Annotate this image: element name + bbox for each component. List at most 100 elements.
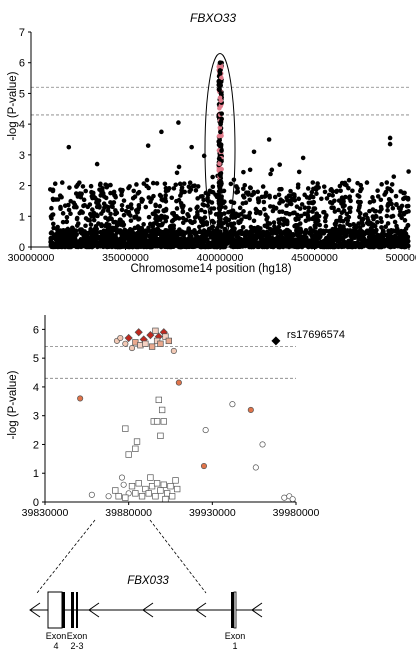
data-point xyxy=(364,180,370,185)
exon-4-box-dark xyxy=(62,592,65,628)
data-point xyxy=(200,202,206,207)
data-point xyxy=(302,241,307,246)
data-point xyxy=(341,224,346,229)
snp-point xyxy=(120,481,127,488)
data-point xyxy=(194,205,199,211)
snp-point xyxy=(122,425,129,432)
data-point xyxy=(327,235,332,240)
data-point xyxy=(255,189,261,195)
data-point xyxy=(398,234,404,240)
data-point xyxy=(57,229,63,235)
snp-point xyxy=(122,340,129,347)
data-point xyxy=(130,195,136,201)
data-point xyxy=(370,195,375,200)
data-point xyxy=(99,211,104,216)
data-point xyxy=(155,228,160,233)
data-point xyxy=(387,141,393,147)
data-point xyxy=(347,206,352,211)
exon-3-box xyxy=(76,592,78,628)
data-point xyxy=(52,181,58,187)
data-point xyxy=(123,228,129,234)
snp-point xyxy=(145,490,152,497)
data-point xyxy=(94,161,100,167)
data-point xyxy=(122,242,128,248)
data-point xyxy=(216,78,222,84)
data-point xyxy=(390,205,396,211)
data-point xyxy=(64,215,70,220)
data-point xyxy=(180,220,186,226)
data-point xyxy=(393,193,399,199)
data-point xyxy=(317,222,323,228)
data-point xyxy=(202,209,208,215)
data-point xyxy=(216,205,222,211)
snp-point xyxy=(281,494,288,501)
data-point xyxy=(268,243,273,249)
data-point xyxy=(356,208,361,213)
data-point xyxy=(176,216,182,221)
lead-snp-label: rs17696574 xyxy=(287,329,345,341)
data-point xyxy=(171,186,177,191)
data-point xyxy=(141,222,146,227)
data-point xyxy=(337,183,343,189)
bottom-threshold-lines xyxy=(45,346,296,379)
data-point xyxy=(202,215,208,220)
top-threshold-lines xyxy=(31,86,409,116)
data-point xyxy=(128,213,133,218)
zoom-guide-right xyxy=(149,519,207,594)
data-point xyxy=(186,226,192,231)
data-point xyxy=(81,197,87,203)
data-point xyxy=(367,208,372,214)
data-point xyxy=(160,233,165,239)
data-point xyxy=(303,227,309,233)
x-tick-label: 40000000 xyxy=(197,252,244,264)
data-point xyxy=(231,241,236,247)
data-point xyxy=(88,211,93,217)
data-point xyxy=(218,129,223,135)
data-point xyxy=(216,198,222,204)
snp-point xyxy=(132,490,139,497)
data-point xyxy=(333,242,338,248)
data-point xyxy=(390,213,396,219)
gene-structure-diagram: FBX033 Exon 4 Exon 2-3 Exon 1 xyxy=(29,519,263,651)
data-point xyxy=(197,216,203,221)
exon-label-2-3: Exon xyxy=(67,631,88,641)
data-point xyxy=(367,200,373,205)
data-point xyxy=(217,211,223,216)
data-point xyxy=(216,193,222,199)
data-point xyxy=(365,220,371,226)
data-point xyxy=(195,209,200,215)
data-point xyxy=(195,184,201,189)
data-point xyxy=(106,222,112,228)
data-point xyxy=(334,188,340,194)
snp-point xyxy=(167,483,174,490)
snp-point xyxy=(165,337,172,345)
data-point xyxy=(187,180,193,186)
highlight-ellipse xyxy=(204,53,236,246)
snp-point xyxy=(153,418,161,425)
data-point xyxy=(164,215,170,220)
snp-point xyxy=(175,379,182,386)
data-point xyxy=(111,191,117,196)
data-point xyxy=(146,185,151,191)
data-point xyxy=(130,235,136,241)
data-point xyxy=(378,197,384,203)
snp-point xyxy=(247,406,254,413)
snp-point xyxy=(158,406,166,414)
data-point xyxy=(69,229,75,235)
data-point xyxy=(406,169,411,174)
bottom-data-points xyxy=(77,327,296,503)
data-point xyxy=(276,237,281,242)
data-point xyxy=(201,197,206,203)
data-point xyxy=(266,231,271,236)
data-point xyxy=(178,193,183,198)
data-point xyxy=(103,243,109,249)
bottom-x-ticks: 39830000 39880000 39930000 39980000 xyxy=(22,502,320,519)
data-point xyxy=(134,238,140,243)
data-point xyxy=(272,230,278,235)
data-point xyxy=(159,213,164,219)
data-point xyxy=(81,203,86,209)
data-point xyxy=(121,212,127,218)
y-tick-label: 1 xyxy=(33,468,39,480)
data-point xyxy=(165,235,170,240)
